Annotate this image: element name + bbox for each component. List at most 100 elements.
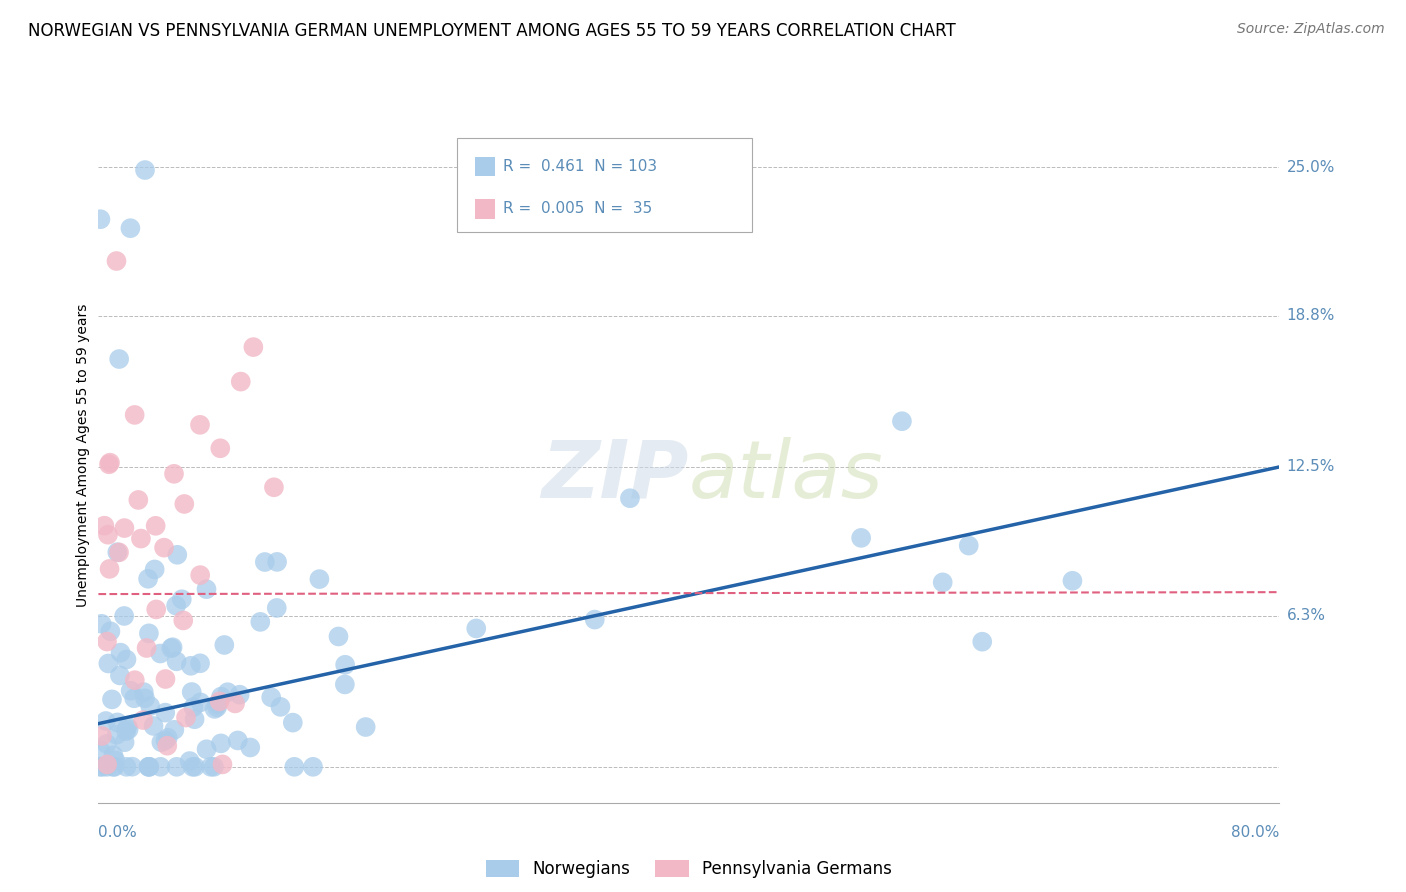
Point: [97, 527, 120, 541]
Text: ZIP: ZIP: [541, 437, 689, 515]
Point: [957, 539, 980, 553]
Point: [890, 414, 912, 428]
Point: [150, 735, 173, 749]
Point: [308, 572, 330, 586]
Point: [209, 736, 232, 750]
Point: [173, 497, 195, 511]
Point: [204, 702, 226, 716]
Point: [166, 654, 188, 668]
Point: [281, 715, 304, 730]
Point: [174, 710, 197, 724]
Text: R =  0.461  N = 103: R = 0.461 N = 103: [503, 159, 658, 174]
Point: [103, 748, 125, 763]
Point: [96, 634, 118, 648]
Point: [138, 626, 160, 640]
Text: 0.0%: 0.0%: [98, 825, 138, 840]
Point: [105, 254, 128, 268]
Point: [134, 163, 156, 178]
Point: [619, 491, 641, 506]
Point: [263, 480, 285, 494]
Point: [145, 518, 167, 533]
Point: [302, 760, 325, 774]
Point: [224, 697, 246, 711]
Point: [98, 458, 121, 472]
Point: [112, 609, 135, 624]
Point: [90, 616, 112, 631]
Point: [89, 212, 111, 227]
Point: [121, 760, 143, 774]
Point: [239, 740, 262, 755]
Point: [94, 714, 117, 728]
Point: [260, 690, 283, 705]
Point: [89, 743, 111, 757]
Point: [170, 592, 193, 607]
Point: [211, 757, 233, 772]
Point: [283, 760, 305, 774]
Point: [134, 691, 156, 706]
Point: [97, 657, 120, 671]
Point: [105, 545, 128, 559]
Point: [155, 706, 177, 720]
Point: [108, 668, 131, 682]
Point: [333, 677, 356, 691]
Point: [103, 760, 125, 774]
Point: [136, 572, 159, 586]
Point: [583, 613, 606, 627]
Point: [162, 640, 184, 655]
Text: atlas: atlas: [689, 437, 884, 515]
Point: [145, 602, 167, 616]
Point: [166, 548, 188, 562]
Text: R =  0.005  N =  35: R = 0.005 N = 35: [503, 202, 652, 217]
Point: [354, 720, 377, 734]
Point: [98, 456, 121, 470]
Point: [328, 630, 350, 644]
Point: [253, 555, 276, 569]
Point: [153, 541, 176, 555]
Point: [91, 760, 114, 774]
Point: [142, 719, 165, 733]
Point: [266, 555, 288, 569]
Point: [202, 760, 225, 774]
Text: 25.0%: 25.0%: [1286, 160, 1334, 175]
Y-axis label: Unemployment Among Ages 55 to 59 years: Unemployment Among Ages 55 to 59 years: [76, 303, 90, 607]
Point: [165, 599, 187, 613]
Point: [188, 417, 211, 432]
Point: [166, 760, 188, 774]
Point: [120, 683, 142, 698]
Point: [205, 700, 228, 714]
Point: [1062, 574, 1084, 588]
Point: [242, 340, 264, 354]
Point: [149, 760, 172, 774]
Point: [105, 715, 128, 730]
Point: [181, 760, 204, 774]
Text: 80.0%: 80.0%: [1232, 825, 1279, 840]
Point: [129, 532, 152, 546]
Point: [112, 521, 135, 535]
Point: [138, 760, 160, 774]
Point: [110, 646, 132, 660]
Point: [180, 658, 202, 673]
Point: [465, 622, 488, 636]
Point: [124, 673, 146, 688]
Point: [849, 531, 872, 545]
Point: [138, 760, 160, 774]
Point: [207, 698, 229, 712]
Point: [972, 634, 994, 648]
Text: Source: ZipAtlas.com: Source: ZipAtlas.com: [1237, 22, 1385, 37]
Point: [217, 685, 239, 699]
Point: [180, 685, 202, 699]
Point: [138, 760, 160, 774]
Point: [118, 723, 141, 737]
Point: [190, 695, 212, 709]
Point: [195, 742, 218, 756]
Point: [179, 754, 201, 768]
Point: [127, 492, 149, 507]
Point: [195, 582, 218, 597]
Point: [163, 467, 186, 481]
Point: [156, 739, 179, 753]
Point: [249, 615, 271, 629]
Text: NORWEGIAN VS PENNSYLVANIA GERMAN UNEMPLOYMENT AMONG AGES 55 TO 59 YEARS CORRELAT: NORWEGIAN VS PENNSYLVANIA GERMAN UNEMPLO…: [28, 22, 956, 40]
Point: [132, 685, 155, 699]
Point: [156, 731, 179, 745]
Point: [91, 729, 114, 743]
